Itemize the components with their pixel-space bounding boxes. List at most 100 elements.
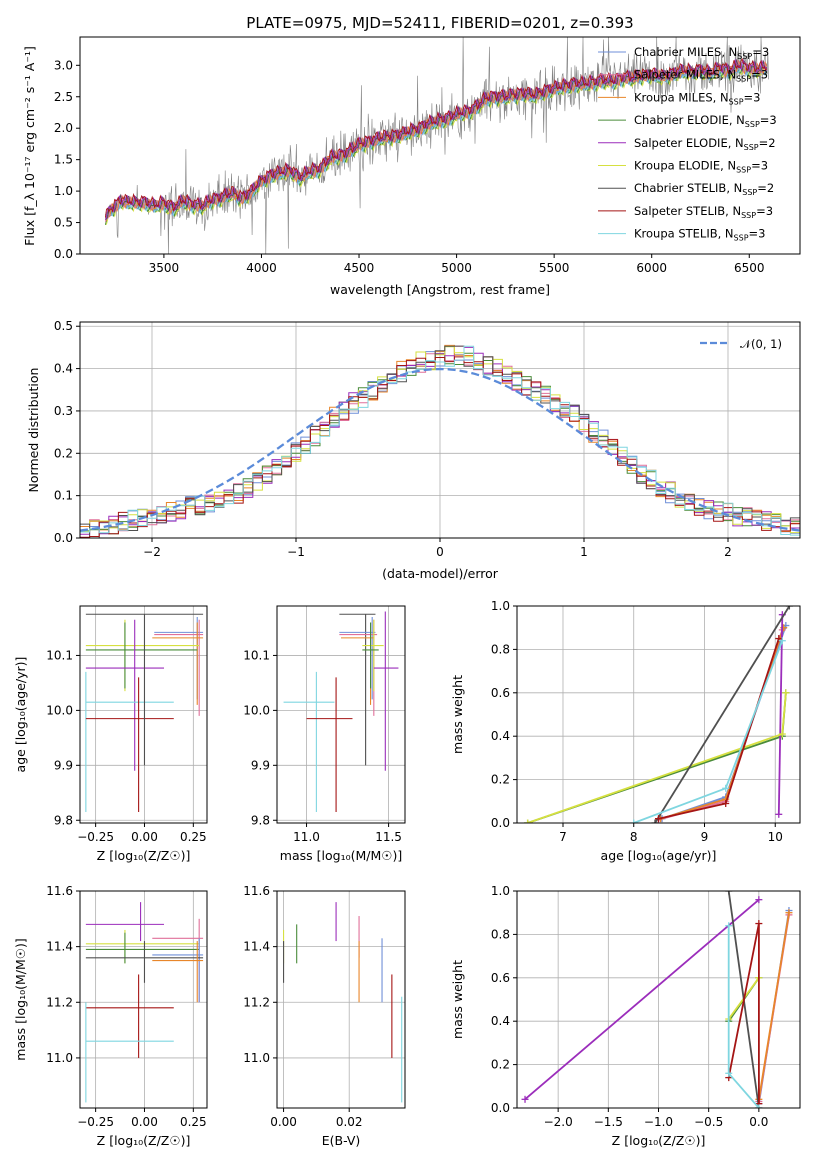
age-vs-Z-ytick-label: 10.1 <box>46 648 73 662</box>
age-vs-mass-xtick-label: 11.0 <box>293 830 320 844</box>
mass-vs-Z-xtick-label: 0.25 <box>180 1115 207 1129</box>
residual-histogram-chabrier-stelib <box>80 345 800 539</box>
spectrum-observed-line <box>105 36 769 255</box>
mass-vs-Z-plot-area <box>85 902 204 1103</box>
spectrum-axes-frame <box>79 36 801 255</box>
mass-weight-vs-Z-plot-area <box>521 891 793 1108</box>
residual-ytick-label: 0.3 <box>54 404 73 418</box>
age-vs-Z-ytick-label: 9.9 <box>54 758 73 772</box>
legend-entry: Kroupa STELIB, NSSP=3 <box>634 227 765 243</box>
spectrum-legend: Chabrier MILES, NSSP=3 Salpeter MILES, NS… <box>598 45 777 243</box>
mass-weight-vs-Z-xtick-label: −0.5 <box>694 1115 723 1129</box>
spectrum-xtick-label: 4500 <box>344 261 375 275</box>
mass-weight-vs-age-xtick-label: 7 <box>559 830 567 844</box>
legend-entry: Chabrier MILES, NSSP=3 <box>634 45 769 61</box>
mass-vs-Z-errorbar <box>85 941 204 983</box>
mass-weight-vs-Z-ytick-label: 0.8 <box>491 927 510 941</box>
mass-weight-vs-age-ytick-label: 0.4 <box>491 729 510 743</box>
residual-ytick-label: 0.5 <box>54 319 73 333</box>
residual-xtick-label: 0 <box>436 545 444 559</box>
mass-vs-ebv-ytick-label: 11.2 <box>243 995 270 1009</box>
age-vs-Z-axes-frame <box>79 605 208 824</box>
mass-weight-vs-Z-xtick-label: −2.0 <box>544 1115 573 1129</box>
mass-vs-Z-errorbar <box>152 938 204 1003</box>
mass-weight-vs-Z-ylabel: mass weight <box>450 960 465 1039</box>
mass-vs-ebv-panel: 0.00 0.02 11.0 11.2 11.4 11.6 E(B-V) <box>243 884 406 1148</box>
spectrum-title: PLATE=0975, MJD=52411, FIBERID=0201, z=0… <box>246 14 633 32</box>
spectrum-ytick-label: 3.0 <box>54 58 73 72</box>
residual-histogram-kroupa-stelib <box>80 345 800 536</box>
spectrum-model-salpeter-stelib <box>104 58 768 218</box>
mass-vs-Z-xtick-label: 0.00 <box>131 1115 158 1129</box>
residual-xtick-label: −2 <box>143 545 161 559</box>
age-vs-mass-errorbar <box>339 613 376 766</box>
mass-vs-Z-ytick-label: 11.4 <box>46 940 73 954</box>
mass-vs-ebv-xtick-label: 0.00 <box>270 1115 297 1129</box>
mass-weight-vs-Z-ytick-label: 0.4 <box>491 1014 510 1028</box>
mass-weight-vs-age-xtick-label: 8 <box>630 830 638 844</box>
age-vs-mass-errorbar <box>283 671 335 813</box>
spectrum-model-lines <box>104 58 768 225</box>
mass-vs-Z-errorbar <box>85 902 165 942</box>
legend-entry: Salpeter MILES, NSSP=3 <box>634 68 768 84</box>
age-vs-mass-ytick-label: 9.8 <box>251 813 270 827</box>
spectrum-panel: PLATE=0975, MJD=52411, FIBERID=0201, z=0… <box>22 14 801 297</box>
residual-xlabel: (data-model)/error <box>382 566 499 581</box>
mass-weight-vs-Z-line-kroupa-miles <box>758 912 790 1100</box>
age-vs-mass-errorbar <box>362 622 379 689</box>
mass-weight-vs-age-panel: 7 8 9 10 0.0 0.2 0.4 0.6 0.8 1.0 age [log₁₀(age/yr… <box>450 599 801 863</box>
age-vs-mass-errorbar <box>373 611 399 771</box>
age-vs-Z-xtick-label: 0.00 <box>131 830 158 844</box>
age-vs-mass-errorbar <box>306 677 353 813</box>
mass-weight-vs-age-plot-area <box>524 606 793 823</box>
residual-xtick-label: 2 <box>724 545 732 559</box>
residual-ylabel: Normed distribution <box>26 368 41 493</box>
mass-weight-vs-age-line-chabrier-stelib <box>654 606 791 823</box>
mass-weight-vs-Z-ytick-label: 1.0 <box>491 884 510 898</box>
age-vs-mass-xlabel: mass [log₁₀(M/M☉)] <box>280 848 402 863</box>
spectrum-ytick-label: 1.5 <box>54 153 73 167</box>
small-panels: −0.25 0.00 0.25 9.8 9.9 10.0 10.1 Z [log₁₀(Z/Z☉… <box>13 599 801 1148</box>
residual-xtick-label: 1 <box>580 545 588 559</box>
mass-weight-vs-age-ytick-label: 0.8 <box>491 642 510 656</box>
mass-weight-vs-age-ytick-label: 0.6 <box>491 686 510 700</box>
mass-vs-ebv-axes-frame <box>276 890 406 1109</box>
residual-histogram-kroupa-elodie <box>80 346 800 534</box>
mass-weight-vs-Z-ytick-label: 0.2 <box>491 1058 510 1072</box>
spectrum-data-line <box>105 36 769 255</box>
mass-weight-vs-age-ylabel: mass weight <box>450 675 465 754</box>
spectrum-ytick-label: 1.0 <box>54 184 73 198</box>
mass-vs-Z-errorbar <box>85 1002 174 1103</box>
age-vs-Z-plot-area <box>85 613 204 813</box>
age-vs-mass-axes-frame <box>276 605 406 824</box>
spectrum-xlabel: wavelength [Angstrom, rest frame] <box>330 282 550 297</box>
mass-vs-ebv-ytick-label: 11.6 <box>243 884 270 898</box>
legend-entry: Chabrier ELODIE, NSSP=3 <box>634 113 777 129</box>
spectrum-xtick-label: 5500 <box>539 261 570 275</box>
spectrum-ytick-label: 2.0 <box>54 121 73 135</box>
residual-histogram-salpeter-elodie <box>80 346 800 535</box>
age-vs-Z-xlabel: Z [log₁₀(Z/Z☉)] <box>97 848 191 863</box>
age-vs-mass-plot-area <box>283 611 399 813</box>
spectrum-xtick-label: 6000 <box>636 261 667 275</box>
mass-weight-vs-Z-panel: −2.0 −1.5 −1.0 −0.5 0.0 0.0 0.2 0.4 0.6 0.8 1.0 Z [… <box>450 884 801 1148</box>
mass-weight-vs-age-xtick-label: 9 <box>701 830 709 844</box>
spectrum-ytick-label: 0.0 <box>54 247 73 261</box>
age-vs-mass-errorbar <box>362 619 384 692</box>
age-vs-Z-ylabel: age [log₁₀(age/yr)] <box>13 657 28 773</box>
residual-histogram-kroupa-miles <box>80 344 800 532</box>
residual-histogram-salpeter-stelib <box>80 356 800 538</box>
residual-panel: −2 −1 0 1 2 0.0 0.1 0.2 0.3 0.4 0.5 𝒩(0, 1) (data-… <box>26 319 801 581</box>
mass-vs-Z-ylabel: mass [log₁₀(M/M☉)] <box>13 938 28 1060</box>
spectrum-xtick-label: 5000 <box>441 261 472 275</box>
age-vs-mass-ytick-label: 9.9 <box>251 758 270 772</box>
age-vs-Z-errorbar <box>85 622 198 689</box>
age-vs-mass-xtick-label: 11.5 <box>375 830 402 844</box>
mass-vs-Z-axes-frame <box>79 890 208 1109</box>
gaussian-curve <box>79 367 801 532</box>
residual-ytick-label: 0.1 <box>54 489 73 503</box>
mass-vs-ebv-plot-area <box>283 902 403 1103</box>
mass-vs-Z-ytick-label: 11.6 <box>46 884 73 898</box>
mass-weight-vs-age-xlabel: age [log₁₀(age/yr)] <box>601 848 717 863</box>
mass-vs-ebv-ytick-label: 11.0 <box>243 1051 270 1065</box>
